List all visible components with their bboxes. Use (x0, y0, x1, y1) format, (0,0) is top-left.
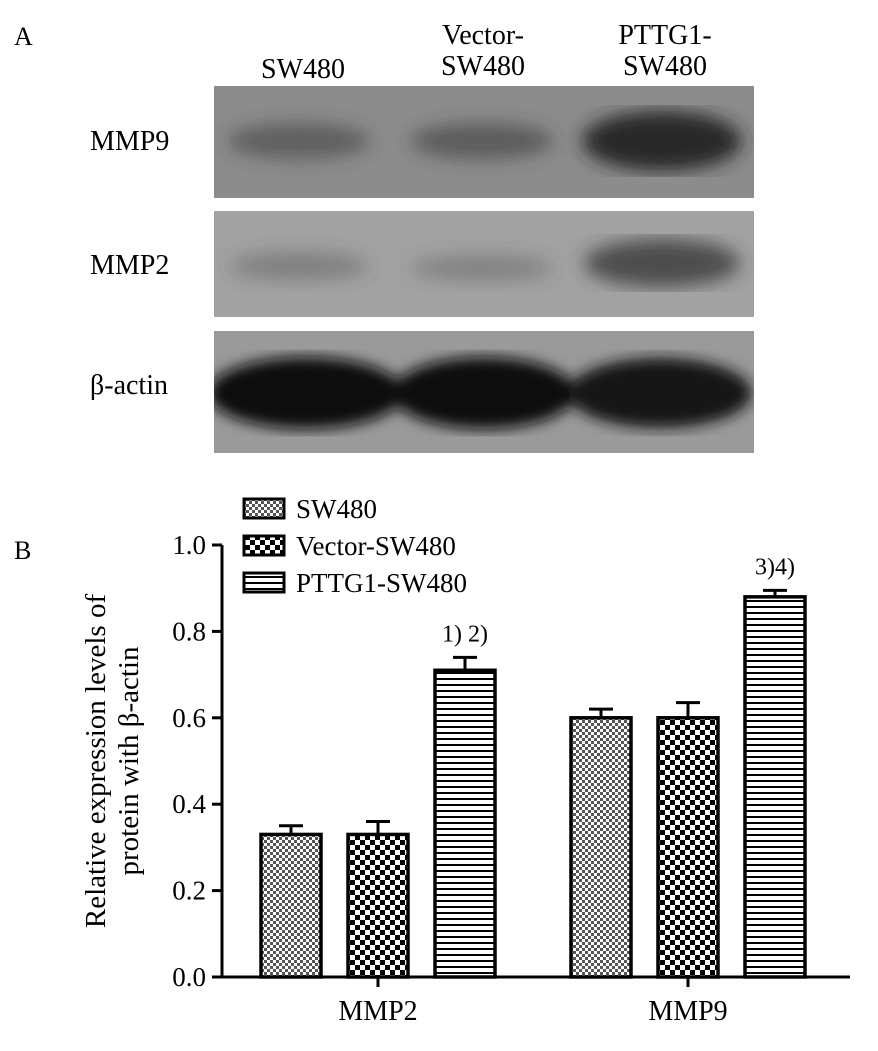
band-beta-actin-sw480 (214, 357, 404, 429)
legend-label: PTTG1-SW480 (296, 568, 467, 598)
panel-a-label: A (14, 22, 33, 51)
legend-swatch (242, 571, 286, 594)
y-tick-label: 0.0 (172, 962, 206, 992)
bar-mmp2-sw480 (259, 832, 323, 979)
y-tick-label: 0.6 (172, 703, 206, 733)
y-tick-label: 0.2 (172, 876, 206, 906)
band-mmp2-vector-sw480 (410, 255, 554, 281)
chart-bars: 1) 2) 3)4) (259, 554, 807, 979)
legend-swatch (242, 497, 286, 520)
y-axis-label-line: protein with β-actin (113, 646, 145, 875)
band-mmp2-pttg1-sw480 (584, 239, 740, 287)
bar-chart: 0.0 0.2 0.4 0.6 0.8 1.0 Relative expression le… (80, 494, 850, 1027)
significance-annotation: 3)4) (755, 554, 795, 580)
blot-image-beta-actin (214, 331, 754, 453)
western-blot-mmp2 (214, 211, 754, 317)
western-blot-mmp9 (214, 86, 754, 198)
legend-swatch (242, 534, 286, 557)
band-beta-actin-pttg1-sw480 (568, 358, 752, 428)
western-blot-beta-actin (214, 331, 754, 453)
blot-image-mmp2 (214, 211, 754, 317)
blot-row-label-mmp9: MMP9 (90, 126, 170, 157)
chart-legend: SW480 Vector-SW480 PTTG1-SW480 (242, 494, 467, 598)
band-mmp9-pttg1-sw480 (582, 111, 742, 171)
band-mmp9-sw480 (227, 123, 371, 159)
band-beta-actin-vector-sw480 (392, 357, 576, 429)
bar-mmp9-sw480 (569, 716, 633, 979)
blot-row-label-mmp2: MMP2 (90, 250, 170, 281)
bar-mmp2-pttg1-sw480 (433, 668, 497, 979)
band-mmp9-vector-sw480 (410, 123, 554, 159)
y-tick-label: 1.0 (172, 530, 206, 560)
panel-b-label: B (14, 536, 32, 565)
bar-mmp9-pttg1-sw480 (743, 595, 807, 979)
y-tick-label: 0.8 (172, 616, 206, 646)
legend-label: SW480 (296, 494, 377, 524)
x-tick-label-mmp9: MMP9 (648, 996, 727, 1027)
band-mmp2-sw480 (229, 252, 369, 280)
lane-label-vector-sw480: Vector- SW480 (441, 20, 525, 82)
blot-image-mmp9 (214, 86, 754, 198)
bar-mmp2-vector-sw480 (346, 832, 410, 979)
lane-label-sw480: SW480 (261, 54, 345, 85)
significance-annotation: 1) 2) (442, 621, 488, 647)
x-tick-label-mmp2: MMP2 (338, 996, 417, 1027)
y-axis-label: Relative expression levels ofprotein wit… (80, 594, 145, 929)
y-axis-label-line: Relative expression levels of (80, 594, 112, 929)
legend-label: Vector-SW480 (296, 531, 456, 561)
lane-label-pttg1-sw480: PTTG1- SW480 (618, 20, 712, 82)
blot-row-label-beta-actin: β-actin (90, 370, 168, 401)
bar-mmp9-vector-sw480 (656, 716, 720, 979)
y-tick-label: 0.4 (172, 789, 206, 819)
